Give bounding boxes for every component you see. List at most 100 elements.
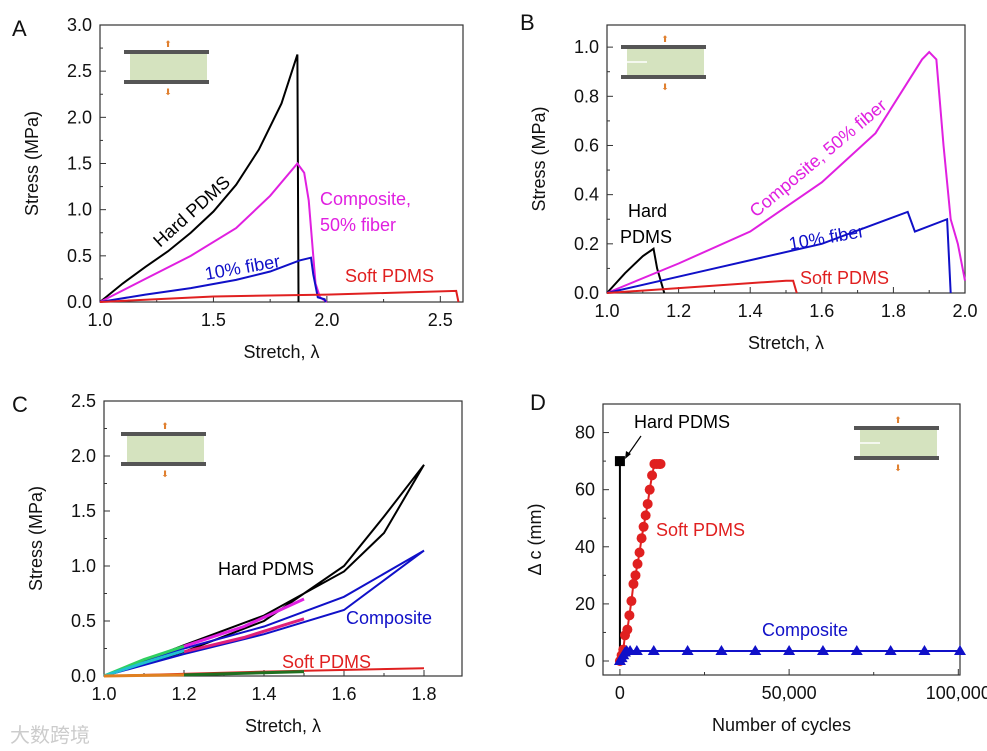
panel-a-y-tick-label: 1.0 [67, 200, 92, 220]
panel-d-series-soft-pdms-point [640, 510, 651, 521]
panel-d-series-composite-point [681, 645, 694, 656]
panel-d-series-soft-pdms-point [634, 547, 645, 558]
panel-d-y-tick-label: 60 [575, 480, 595, 500]
panel-a-y-tick-label: 3.0 [67, 15, 92, 35]
panel-c-y-tick-label: 2.0 [71, 446, 96, 466]
panel-d-series-soft-pdms-point [624, 610, 635, 621]
panel-a-inset-up-arrow-icon: ⬆ [164, 39, 172, 49]
panel-d-series-soft-pdms-point [647, 470, 658, 481]
panel-d: 0 50,000 100,000 0 20 40 60 80 Number of cycles Δ… [525, 403, 987, 735]
panel-d-series-composite-point [816, 645, 829, 656]
label-d-hard: Hard PDMS [634, 412, 730, 432]
panel-a-y-tick-label: 2.0 [67, 107, 92, 127]
label-c-hard: Hard PDMS [218, 559, 314, 579]
panel-d-series-soft-pdms-point [642, 498, 653, 509]
panel-d-series-soft-pdms-point [632, 558, 643, 569]
panel-d-series-composite-point [918, 645, 931, 656]
panel-b-y-axis-label: Stress (MPa) [529, 106, 549, 211]
panel-d-series-soft-pdms-point [638, 521, 649, 532]
watermark: 大数跨境 [10, 724, 90, 747]
panel-b-x-tick-label: 1.6 [809, 301, 834, 321]
panel-c-series-cycle-soft-1-2 [103, 673, 185, 678]
label-b-hard: Hard [628, 201, 667, 221]
panel-c-series-cycle-soft-1-5 [183, 670, 305, 677]
panel-c-inset-top-clamp [121, 432, 206, 436]
panel-d-series-soft-pdms-point [628, 578, 639, 589]
panel-b-series-composite-50-fiber [606, 50, 966, 294]
panel-c: 1.0 1.2 1.4 1.6 1.8 0.0 0.5 1.0 1.5 2.0 2.5 Stretch… [26, 391, 463, 736]
panel-b-y-tick-label: 1.0 [574, 37, 599, 57]
panel-c-x-tick-label: 1.8 [411, 684, 436, 704]
panel-a-inset-down-arrow-icon: ⬇ [164, 87, 172, 97]
label-b-soft: Soft PDMS [800, 268, 889, 288]
panel-d-inset-bottom-clamp [854, 456, 939, 460]
panel-d-series-composite-point [954, 645, 966, 656]
panel-a-inset-specimen [130, 54, 207, 80]
panel-b-inset-down-arrow-icon: ⬇ [661, 82, 669, 92]
panel-b-inset-bottom-clamp [621, 75, 706, 79]
panel-d-y-tick-label: 40 [575, 537, 595, 557]
panel-d-x-axis-label: Number of cycles [712, 715, 851, 735]
panel-d-x-tick-label: 0 [615, 683, 625, 703]
panel-b-y-tick-label: 0.8 [574, 86, 599, 106]
panel-d-series-composite-point [647, 645, 660, 656]
label-a-composite-2: 50% fiber [320, 215, 396, 235]
label-a-hard: Hard PDMS [149, 172, 234, 251]
panel-d-frame [602, 403, 961, 676]
panel-d-inset-top-clamp [854, 426, 939, 430]
panel-d-series-composite-point [749, 645, 762, 656]
label-b-hard-2: PDMS [620, 227, 672, 247]
panel-a-x-tick-label: 1.5 [201, 310, 226, 330]
panel-d-series-composite-point [630, 645, 643, 656]
panel-c-inset-up-arrow-icon: ⬆ [161, 421, 169, 431]
panel-d-series-composite-point [850, 645, 863, 656]
panel-c-series-cycle-1-5-hard [183, 597, 305, 648]
panel-a-inset-top-clamp [124, 50, 209, 54]
panel-d-series-composite-point [715, 645, 728, 656]
panel-d-inset-down-arrow-icon: ⬇ [894, 463, 902, 473]
panel-a-x-tick-label: 2.5 [428, 310, 453, 330]
label-c-composite: Composite [346, 608, 432, 628]
panel-a-y-tick-label: 1.5 [67, 154, 92, 174]
panel-b-inset-top-clamp [621, 45, 706, 49]
panel-a-x-axis-label: Stretch, λ [243, 342, 319, 362]
panel-b-x-tick-label: 1.8 [881, 301, 906, 321]
panel-b-y-tick-label: 0.2 [574, 234, 599, 254]
panel-c-series-hard-pdms [103, 464, 425, 677]
panel-b-x-axis-label: Stretch, λ [748, 333, 824, 353]
panel-b-x-tick-label: 1.4 [738, 301, 763, 321]
panel-a-series-composite-50-fiber [99, 161, 328, 303]
panel-d-x-tick-label: 100,000 [926, 683, 987, 703]
panel-d-y-tick-label: 20 [575, 594, 595, 614]
panel-a-y-axis-label: Stress (MPa) [22, 111, 42, 216]
label-d-soft: Soft PDMS [656, 520, 745, 540]
panel-c-inset-down-arrow-icon: ⬇ [161, 469, 169, 479]
panel-d-series-soft-pdms-point [622, 624, 633, 635]
panel-b-x-tick-label: 1.0 [594, 301, 619, 321]
panel-b-x-tick-label: 2.0 [952, 301, 977, 321]
panel-d-x-tick-label: 50,000 [762, 683, 817, 703]
label-a-composite: Composite, [320, 189, 411, 209]
label-c-soft: Soft PDMS [282, 652, 371, 672]
panel-label-a: A [12, 16, 27, 41]
panel-b-y-tick-label: 0.6 [574, 135, 599, 155]
panel-d-series-soft-pdms-point [636, 533, 647, 544]
panel-label-b: B [520, 10, 535, 35]
panel-b-y-tick-label: 0.4 [574, 185, 599, 205]
label-d-arrow [626, 435, 642, 457]
panel-a-series-hard-pdms [99, 54, 300, 303]
panel-d-series-soft-pdms-point [655, 458, 666, 469]
panel-d-series-hard-pdms-point [614, 456, 625, 467]
panel-d-inset-up-arrow-icon: ⬆ [894, 415, 902, 425]
panel-c-y-tick-label: 1.0 [71, 556, 96, 576]
panel-c-series-composite [103, 549, 425, 677]
panel-d-y-tick-label: 0 [585, 651, 595, 671]
panel-a-y-tick-label: 0.5 [67, 246, 92, 266]
panel-c-x-tick-label: 1.6 [331, 684, 356, 704]
panel-b-series-soft-pdms [606, 279, 798, 294]
panel-c-inset-bottom-clamp [121, 462, 206, 466]
panel-c-y-tick-label: 0.5 [71, 611, 96, 631]
panel-label-c: C [12, 392, 28, 417]
panel-c-y-tick-label: 0.0 [71, 666, 96, 686]
